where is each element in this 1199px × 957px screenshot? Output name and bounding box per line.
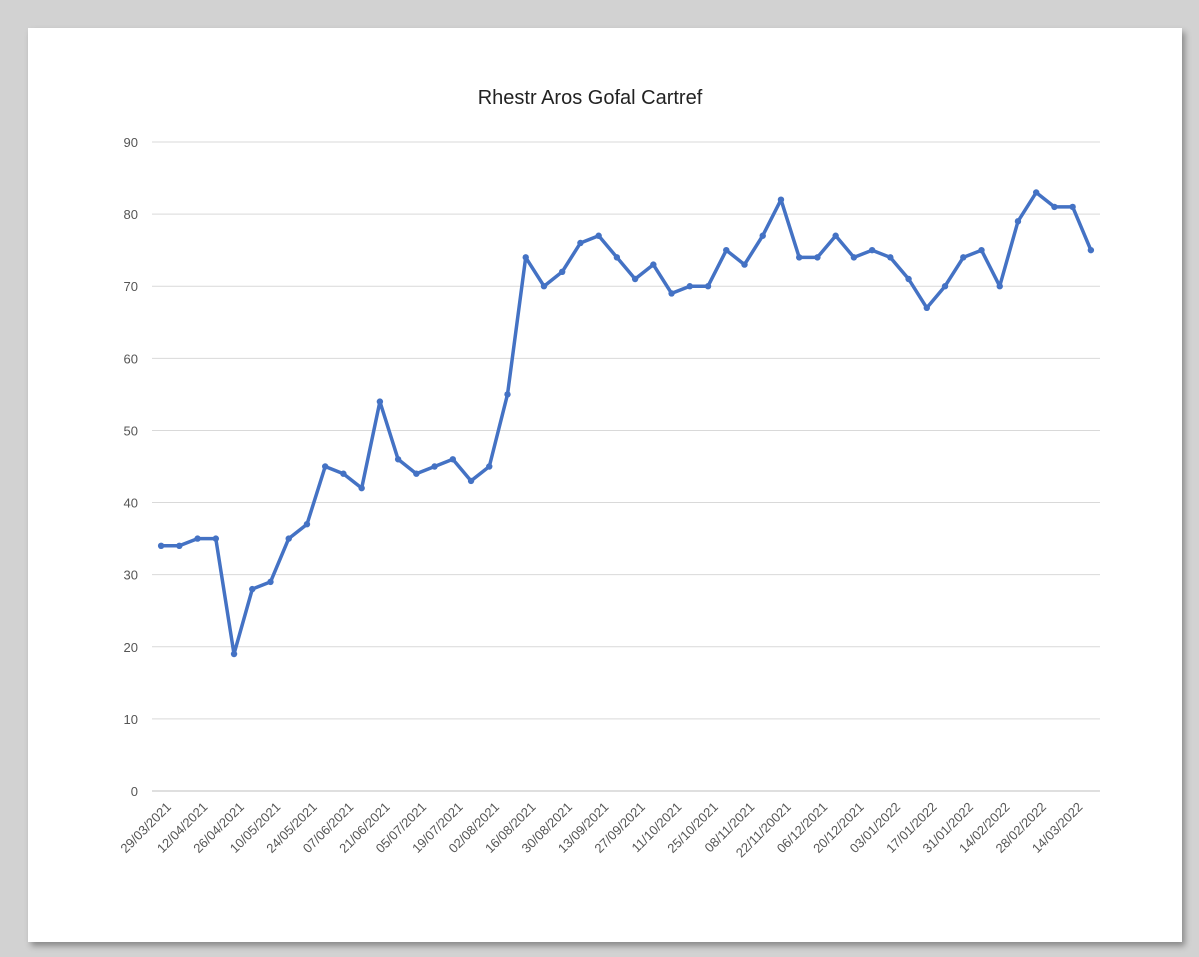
data-point: [176, 542, 183, 550]
data-point: [321, 463, 329, 470]
y-tick-label: 10: [124, 712, 138, 727]
data-point: [340, 470, 347, 477]
data-point: [467, 477, 475, 485]
y-tick-label: 40: [124, 496, 138, 511]
data-point: [394, 456, 402, 463]
data-point: [777, 196, 785, 203]
line-chart: Rhestr Aros Gofal Cartref 0 10 20 30 40 50 60 7…: [117, 87, 1100, 860]
data-point: [613, 254, 621, 261]
data-point: [267, 578, 274, 586]
data-point: [431, 463, 438, 470]
data-point: [741, 261, 748, 268]
x-axis-tick-labels: 29/03/202112/04/202126/04/202110/05/2021…: [117, 799, 1085, 860]
data-point: [1051, 203, 1058, 211]
data-point: [868, 246, 876, 254]
data-point: [212, 535, 220, 542]
y-tick-label: 70: [124, 279, 138, 294]
data-point: [759, 232, 766, 239]
data-point: [704, 283, 712, 290]
data-point: [504, 391, 511, 398]
data-point: [1014, 218, 1022, 225]
data-point: [230, 650, 238, 658]
data-point: [1069, 203, 1076, 211]
data-point: [686, 283, 694, 290]
data-point: [449, 456, 457, 463]
data-point: [249, 585, 256, 593]
data-point: [996, 283, 1003, 290]
data-point: [941, 283, 949, 290]
data-point: [814, 254, 821, 261]
chart-area: Rhestr Aros Gofal Cartref 0 10 20 30 40 50 60 7…: [28, 28, 1182, 942]
y-tick-label: 90: [124, 135, 138, 150]
y-tick-label: 50: [124, 423, 138, 438]
data-point: [668, 290, 675, 297]
data-point: [194, 535, 201, 542]
data-point: [285, 535, 292, 542]
data-point: [650, 261, 657, 268]
data-point: [303, 520, 311, 528]
data-point: [631, 275, 639, 283]
y-tick-label: 20: [124, 640, 138, 655]
data-point: [595, 232, 602, 239]
data-point: [558, 268, 566, 275]
data-point: [577, 239, 584, 247]
y-tick-label: 60: [124, 351, 138, 366]
y-tick-label: 30: [124, 568, 138, 583]
data-point: [905, 275, 912, 283]
series-line: [159, 190, 1093, 656]
data-point: [887, 254, 894, 261]
data-point: [832, 232, 839, 239]
y-tick-label: 80: [124, 207, 138, 222]
data-point: [978, 246, 985, 254]
data-point: [1087, 246, 1095, 254]
data-point: [1032, 189, 1040, 196]
data-point: [723, 246, 730, 254]
data-point: [376, 398, 384, 405]
data-point: [850, 254, 858, 261]
gridlines: [152, 141, 1100, 792]
data-point: [413, 470, 420, 477]
data-point: [795, 254, 803, 261]
data-point: [540, 283, 548, 290]
chart-title: Rhestr Aros Gofal Cartref: [478, 87, 703, 109]
data-point: [960, 254, 967, 261]
data-point: [486, 463, 493, 470]
data-point: [358, 484, 365, 492]
data-point: [522, 254, 529, 261]
y-axis-tick-labels: 0 10 20 30 40 50 60 70 80 90: [124, 135, 138, 799]
y-tick-label: 0: [131, 784, 138, 799]
data-point: [157, 542, 165, 550]
data-point: [923, 304, 931, 312]
series-line-group: [157, 189, 1095, 658]
